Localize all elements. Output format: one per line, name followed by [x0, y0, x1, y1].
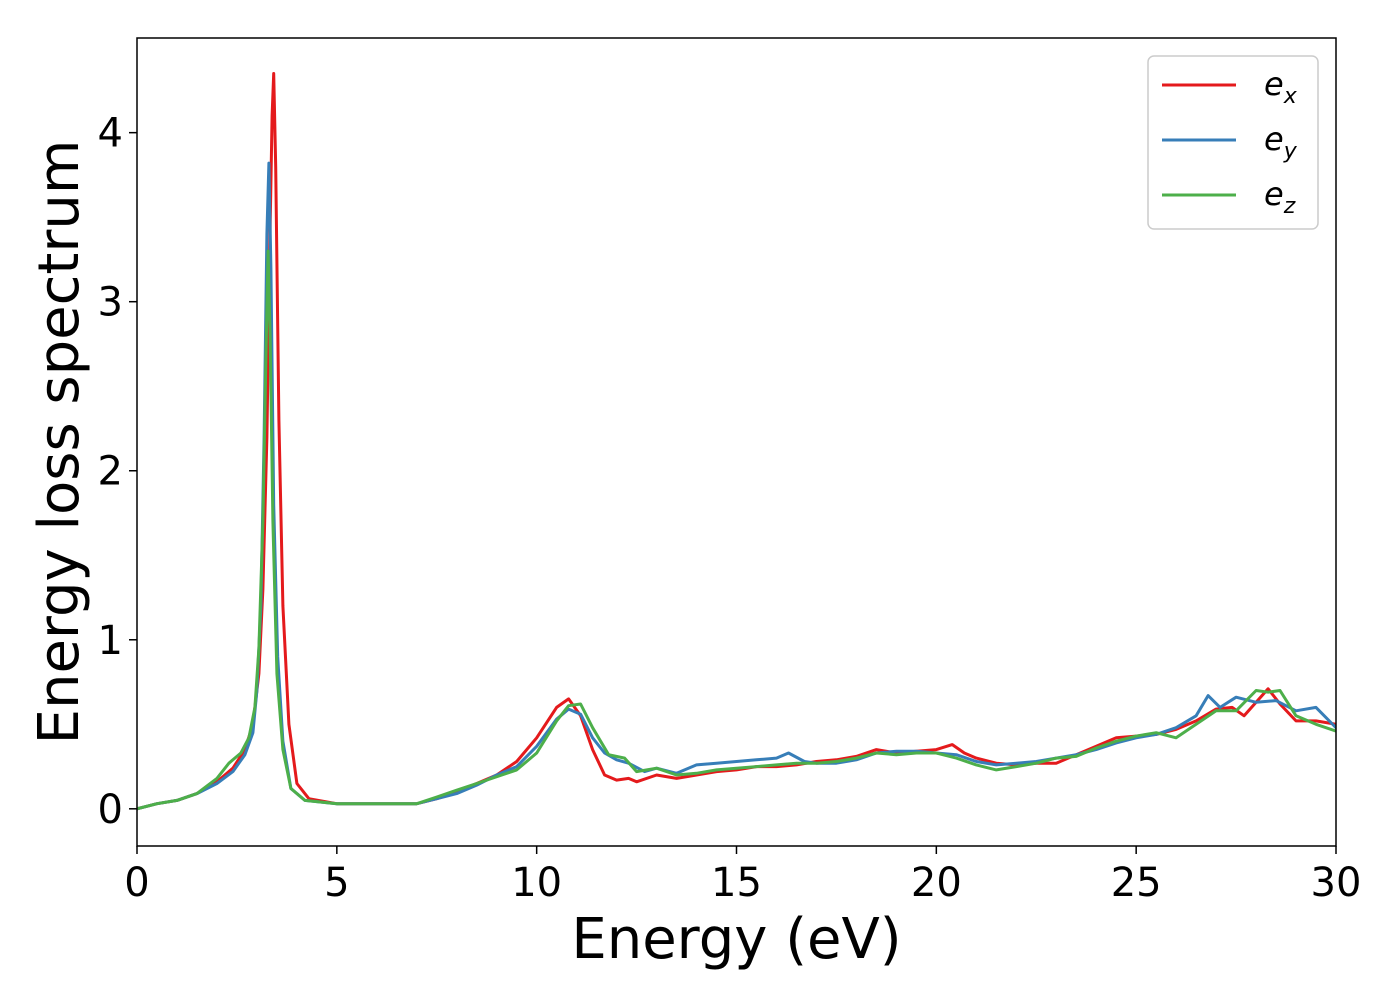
- x-axis-ticks: 0 5 10 15 20 25 30: [124, 846, 1361, 906]
- plot-lines: [137, 72, 1336, 811]
- x-tick-label: 30: [1311, 860, 1362, 906]
- x-tick-label: 20: [911, 860, 962, 906]
- x-tick-label: 10: [511, 860, 562, 906]
- y-axis-ticks: 0 1 2 3 4: [98, 111, 137, 833]
- legend-label-z: ez: [1264, 175, 1296, 219]
- x-tick-label: 15: [711, 860, 762, 906]
- x-tick-label: 25: [1111, 860, 1162, 906]
- series-line-y: [137, 161, 1336, 811]
- y-tick-label: 4: [98, 111, 123, 157]
- legend: ex ey ez: [1147, 55, 1319, 230]
- y-axis-title: Energy loss spectrum: [27, 140, 92, 745]
- y-tick-label: 3: [98, 280, 123, 326]
- x-tick-label: 0: [124, 860, 149, 906]
- legend-label-x: ex: [1264, 65, 1298, 109]
- legend-label-y: ey: [1264, 120, 1298, 164]
- y-tick-label: 2: [98, 449, 123, 495]
- x-tick-label: 5: [324, 860, 349, 906]
- legend-box: [1147, 55, 1319, 230]
- y-tick-label: 1: [98, 618, 123, 664]
- y-tick-label: 0: [98, 787, 123, 833]
- x-axis-title: Energy (eV): [571, 907, 901, 972]
- series-line-z: [137, 249, 1336, 811]
